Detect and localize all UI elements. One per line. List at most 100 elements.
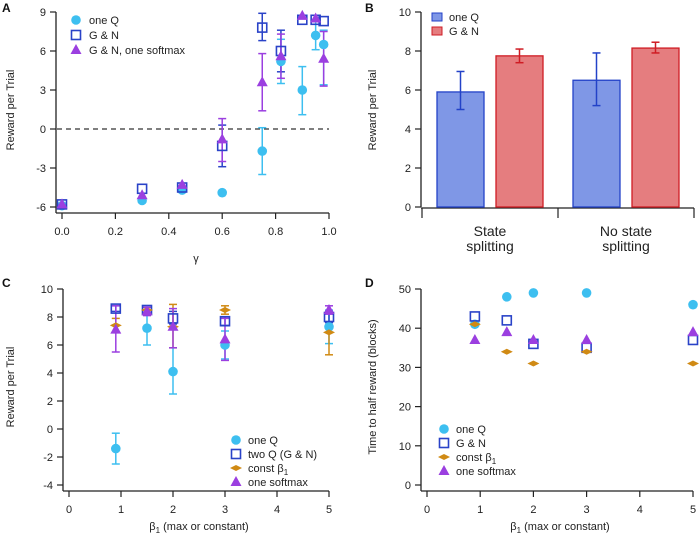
bar-red xyxy=(495,55,544,208)
legend-label: one Q xyxy=(456,424,486,436)
data-point-gn xyxy=(687,334,699,346)
y-tick-label: 30 xyxy=(399,362,411,374)
data-point-const xyxy=(219,307,231,313)
data-point-oneQ xyxy=(688,299,698,310)
legend-marker-softmax xyxy=(70,44,82,54)
y-tick-label: 20 xyxy=(399,402,411,414)
legend-label: G & N xyxy=(456,438,486,450)
data-point-const xyxy=(468,321,481,328)
legend-marker-gn xyxy=(438,437,450,449)
panel-letter-c: C xyxy=(2,276,11,290)
panel-letter-a: A xyxy=(2,1,11,15)
x-tick-label: 2 xyxy=(530,504,536,516)
panel-letter-b: B xyxy=(365,1,374,15)
data-point-oneQ xyxy=(142,323,152,334)
data-point-softmax xyxy=(501,326,513,337)
y-axis-title: Reward per Trial xyxy=(367,70,379,151)
data-point-const xyxy=(687,360,699,367)
data-point-oneQ xyxy=(310,30,321,41)
legend-marker-oneQ xyxy=(439,424,449,434)
category-label: splitting xyxy=(466,238,513,254)
data-point-gn xyxy=(469,311,481,322)
y-tick-label: 10 xyxy=(399,441,411,453)
panel-d: D 0 10 20 30 40 50 0 1 2 3 4 5 β1 (max or constant) Ti… xyxy=(365,276,699,535)
y-tick-label: 0 xyxy=(40,124,46,136)
x-tick-label: 4 xyxy=(637,504,643,516)
y-axis-title: Reward per Trial xyxy=(5,70,17,151)
x-axis-title: β1 (max or constant) xyxy=(149,521,248,535)
legend-label: one Q xyxy=(89,15,119,27)
data-point-softmax xyxy=(310,12,322,23)
data-point-softmax xyxy=(687,326,699,337)
data-point-const xyxy=(527,360,540,367)
x-tick-label: 0.4 xyxy=(161,226,176,238)
y-tick-label: 4 xyxy=(47,368,53,380)
legend-swatch-blue xyxy=(431,12,443,22)
legend-label: G & N, one softmax xyxy=(89,45,185,57)
y-tick-label: 0 xyxy=(47,424,53,436)
y-tick-label: 6 xyxy=(40,46,46,58)
y-tick-label: -6 xyxy=(36,202,46,214)
bar-red xyxy=(631,47,680,208)
legend-label: G & N xyxy=(89,30,119,42)
legend-label: one softmax xyxy=(456,466,516,478)
x-tick-label: 4 xyxy=(274,504,280,516)
y-tick-label: 10 xyxy=(399,7,411,19)
legend-marker-const xyxy=(230,465,242,471)
y-tick-label: 0 xyxy=(405,202,411,214)
x-tick-label: 1 xyxy=(118,504,124,516)
y-tick-label: 6 xyxy=(47,340,53,352)
y-tick-label: -4 xyxy=(43,480,53,492)
panel-c: C -4 -2 0 2 4 6 8 10 0 1 2 3 4 5 β1 (max or constant) Re… xyxy=(2,276,335,535)
y-tick-label: 50 xyxy=(399,284,411,296)
legend-marker-gn xyxy=(230,448,242,460)
y-tick-label: 2 xyxy=(405,163,411,175)
y-tick-label: 8 xyxy=(405,46,411,58)
data-point-softmax xyxy=(296,9,308,20)
y-tick-label: 6 xyxy=(405,85,411,97)
x-tick-label: 0 xyxy=(66,504,72,516)
data-point-oneQ xyxy=(528,288,539,298)
legend-label: const β1 xyxy=(456,452,497,466)
legend-label: one softmax xyxy=(248,477,308,489)
category-label: No state xyxy=(600,223,652,239)
data-point-oneQ xyxy=(297,85,308,95)
legend-label: const β1 xyxy=(248,463,289,477)
data-point-oneQ xyxy=(168,366,178,377)
legend-label: one Q xyxy=(449,12,479,24)
legend-marker-oneQ xyxy=(71,15,81,25)
y-axis-title: Reward per Trial xyxy=(5,347,17,428)
data-point-gn xyxy=(501,315,513,326)
data-point-gn xyxy=(256,22,268,33)
data-point-gn xyxy=(219,315,231,327)
data-point-softmax xyxy=(527,333,539,344)
data-point-softmax xyxy=(323,304,335,314)
data-point-softmax xyxy=(136,189,148,200)
legend-label: one Q xyxy=(248,435,278,447)
y-tick-label: 9 xyxy=(40,7,46,19)
y-axis-title: Time to half reward (blocks) xyxy=(367,319,379,454)
data-point-softmax xyxy=(219,333,231,344)
x-tick-label: 2 xyxy=(170,504,176,516)
y-tick-label: 40 xyxy=(399,323,411,335)
data-point-softmax xyxy=(318,52,330,63)
y-tick-label: 3 xyxy=(40,85,46,97)
y-tick-label: 4 xyxy=(405,124,411,136)
panel-a: A -6 -3 0 3 6 9 0.0 0.2 0.4 0.6 0.8 1.0 γ Reward per T… xyxy=(2,1,337,265)
legend-marker-softmax xyxy=(438,465,450,475)
x-tick-label: 0.0 xyxy=(54,226,69,238)
y-tick-label: 0 xyxy=(405,480,411,492)
category-label: splitting xyxy=(602,238,649,254)
data-point-oneQ xyxy=(111,443,121,454)
data-point-softmax xyxy=(256,76,268,87)
data-point-softmax xyxy=(216,133,228,144)
data-point-oneQ xyxy=(217,187,227,198)
x-tick-label: 1 xyxy=(477,504,483,516)
bar-blue xyxy=(436,91,485,208)
y-tick-label: 8 xyxy=(47,312,53,324)
data-point-gn xyxy=(110,303,122,314)
legend-marker-const xyxy=(438,454,450,460)
data-point-softmax xyxy=(275,50,287,61)
